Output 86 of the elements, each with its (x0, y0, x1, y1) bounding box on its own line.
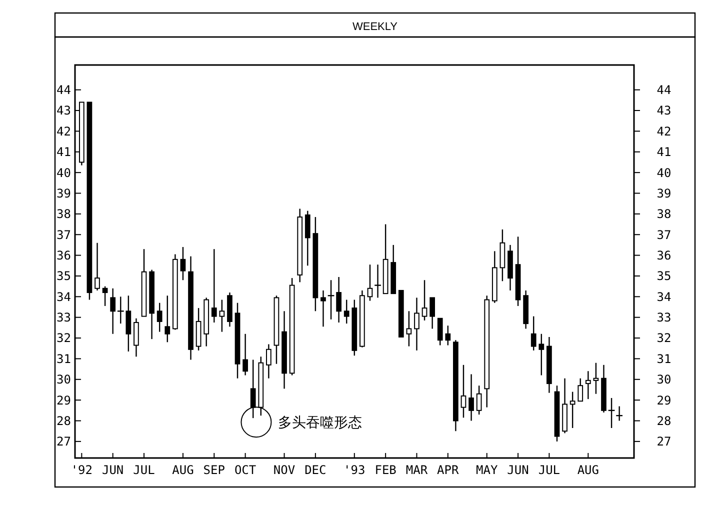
candlestick (445, 325, 451, 346)
candlestick (468, 374, 474, 422)
candlestick (538, 333, 544, 376)
x-tick-label: JUN (102, 463, 124, 477)
y2-tick-label: 31 (656, 352, 672, 366)
candlestick (242, 333, 248, 376)
y-tick-label: 43 (56, 104, 71, 118)
candlestick (460, 364, 466, 418)
x-tick-label: APR (437, 463, 460, 477)
candlestick (570, 391, 576, 429)
y2-tick-label: 28 (656, 414, 672, 428)
y-tick-label: 28 (56, 414, 71, 428)
y2-tick-label: 34 (656, 290, 672, 304)
y2-tick-label: 27 (656, 434, 672, 449)
y2-tick-label: 44 (656, 83, 672, 98)
x-tick-label: AUG (577, 463, 599, 477)
candlestick (266, 344, 272, 379)
candlestick (430, 297, 435, 330)
y-tick-label: 31 (56, 352, 71, 366)
y-tick-label: 27 (56, 434, 71, 449)
y2-tick-label: 43 (656, 104, 672, 118)
x-tick-label: AUG (172, 463, 194, 477)
candlestick (336, 276, 342, 324)
y-tick-label: 34 (56, 290, 71, 304)
y-tick-label: 32 (56, 331, 71, 346)
y2-tick-label: 36 (656, 248, 672, 262)
annotation: 多头吞噬形态 (278, 414, 362, 431)
y-tick-label: 41 (56, 145, 71, 160)
y-tick-label: 37 (56, 228, 71, 242)
chart-title: WEEKLY (352, 21, 398, 33)
candlestick (593, 362, 599, 394)
y-tick-label: 38 (56, 207, 71, 222)
candlestick (530, 316, 536, 352)
x-tick-label: SEP (203, 463, 225, 477)
candlestick (437, 318, 443, 346)
candlestick (406, 310, 412, 347)
x-tick-label: OCT (234, 463, 256, 477)
candlestick (156, 302, 162, 332)
y2-tick-label: 33 (656, 310, 672, 325)
y-tick-label: 44 (56, 83, 71, 98)
y2-tick-label: 29 (656, 393, 672, 408)
candlestick (476, 385, 482, 416)
y-tick-label: 42 (56, 124, 71, 138)
candlestick (578, 378, 584, 402)
x-tick-label: JUN (507, 463, 529, 477)
y-tick-label: 40 (56, 166, 71, 180)
candlestick (320, 290, 326, 328)
candlestick (102, 286, 108, 307)
y-tick-label: 35 (56, 269, 71, 284)
y-tick-label: 33 (56, 310, 71, 325)
candlestick (211, 248, 217, 324)
candlestick (180, 246, 186, 281)
candlestick (250, 359, 256, 419)
x-tick-label: JUL (538, 463, 560, 477)
y2-tick-label: 38 (656, 207, 672, 222)
y2-tick-label: 41 (656, 145, 672, 160)
x-tick-label: NOV (273, 463, 296, 477)
y2-tick-label: 39 (656, 186, 672, 200)
candlestick (134, 318, 139, 358)
candlestick (367, 264, 373, 302)
x-tick-label: '92 (70, 463, 93, 477)
y-tick-label: 29 (56, 393, 71, 408)
x-tick-label: FEB (374, 463, 396, 477)
y-tick-label: 36 (56, 248, 71, 262)
x-tick-label: MAY (476, 463, 498, 477)
x-tick-label: MAR (406, 463, 428, 477)
candlestick (344, 299, 350, 324)
candlestick (219, 299, 225, 332)
y-tick-label: 39 (56, 186, 71, 200)
candlestick (304, 210, 310, 266)
candlestick (585, 370, 591, 400)
x-tick-label: DEC (304, 463, 326, 477)
y2-tick-label: 32 (656, 331, 672, 346)
candlestick (110, 288, 116, 334)
y2-tick-label: 30 (656, 372, 672, 387)
x-tick-label: JUL (133, 463, 155, 477)
y2-tick-label: 40 (656, 166, 672, 180)
candlestick (164, 295, 170, 343)
y2-tick-label: 37 (656, 228, 672, 242)
y-tick-label: 30 (56, 372, 71, 387)
y2-tick-label: 42 (656, 124, 672, 138)
y2-tick-label: 35 (656, 269, 672, 284)
candlestick (94, 242, 100, 292)
candlestick (422, 280, 428, 322)
candlestick (414, 297, 420, 352)
x-tick-label: '93 (344, 463, 366, 477)
